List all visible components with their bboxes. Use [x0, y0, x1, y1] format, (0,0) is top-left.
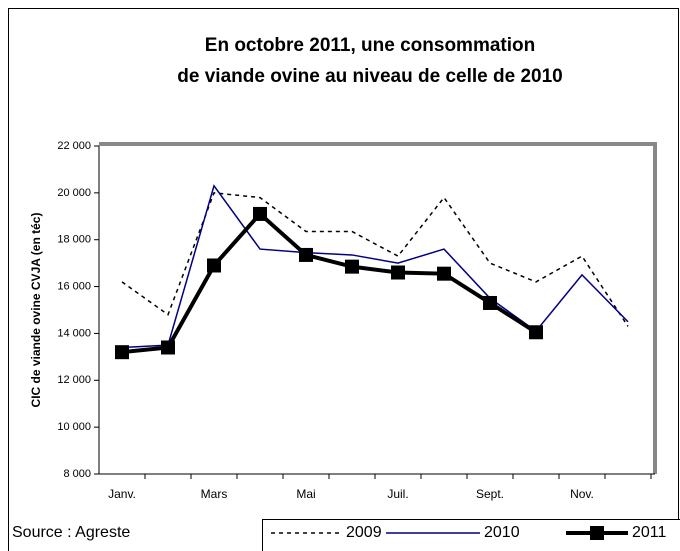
chart-title: de viande ovine au niveau de celle de 20… [177, 66, 562, 87]
point-marker [299, 247, 313, 262]
series-line [121, 211, 538, 355]
point-marker [529, 325, 543, 340]
x-tick-label: Juil. [387, 487, 408, 501]
source: Source : Agreste [12, 524, 130, 541]
series-line [121, 184, 629, 349]
chart-title: En octobre 2011, une consommation [205, 35, 535, 56]
x-tick-label: Nov. [570, 487, 594, 501]
point-marker [345, 259, 359, 274]
legend-label: 2009 [346, 524, 382, 541]
y-tick-label: 22 000 [57, 140, 91, 152]
x-tick-label: Mars [201, 487, 228, 501]
point-marker [437, 266, 451, 281]
chart-border [8, 8, 679, 551]
y-tick-label: 10 000 [57, 421, 91, 433]
y-axis-label: CIC de viande ovine CVJA (en téc) [29, 213, 43, 408]
point-marker [391, 265, 405, 280]
point-marker [115, 345, 129, 360]
y-tick-label: 20 000 [57, 187, 91, 199]
point-marker [207, 258, 221, 273]
legend [262, 519, 680, 551]
point-marker [483, 295, 497, 310]
legend-marker [590, 526, 604, 540]
y-tick-label: 18 000 [57, 234, 91, 246]
legend-label: 2010 [484, 524, 520, 541]
series-line [121, 192, 629, 327]
plot-frame [99, 142, 657, 474]
x-tick-label: Janv. [108, 487, 136, 501]
y-tick-label: 14 000 [57, 327, 91, 339]
x-tick-label: Sept. [476, 487, 504, 501]
y-tick-label: 8 000 [63, 468, 91, 480]
point-marker [161, 340, 175, 355]
y-tick-label: 12 000 [57, 374, 91, 386]
y-tick-label: 16 000 [57, 280, 91, 292]
point-marker [253, 206, 267, 221]
x-tick-label: Mai [296, 487, 315, 501]
legend-label: 2011 [632, 524, 667, 541]
